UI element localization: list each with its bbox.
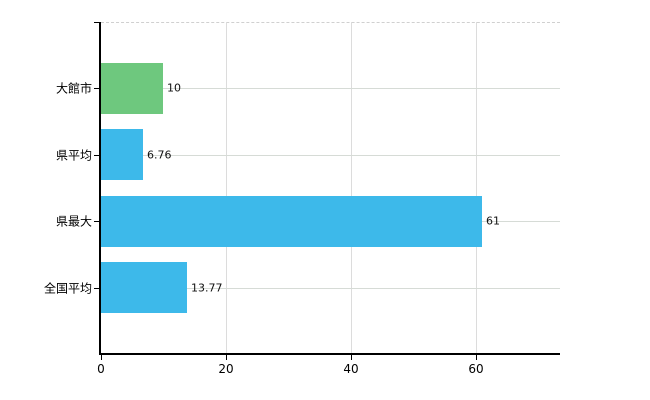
gridline-horizontal [101,88,560,89]
x-tick-label: 60 [468,362,484,376]
x-tick-label: 0 [97,362,105,376]
category-label: 県最大 [55,214,92,229]
bar-value-label: 13.77 [191,281,223,295]
bar-value-label: 6.76 [147,148,172,162]
bar [101,129,143,180]
category-tick [94,155,100,156]
x-tick-label: 20 [218,362,234,376]
bar [101,196,482,247]
category-label: 大館市 [55,81,92,96]
x-tick-mark [101,355,102,360]
x-tick-mark [476,355,477,360]
gridline-vertical [476,22,477,354]
x-tick-label: 40 [343,362,359,376]
y-axis-line [99,22,101,355]
category-tick [94,221,100,222]
bar-value-label: 61 [486,214,500,228]
category-label: 全国平均 [43,281,92,296]
plot-top-border [101,22,560,23]
gridline-horizontal [101,155,560,156]
y-axis-top-tick [94,22,100,23]
bar-value-label: 10 [167,81,181,95]
category-tick [94,288,100,289]
x-tick-mark [351,355,352,360]
x-axis-line [99,353,560,355]
bar [101,262,187,313]
x-tick-mark [226,355,227,360]
category-label: 県平均 [55,148,92,163]
category-tick [94,88,100,89]
gridline-vertical [351,22,352,354]
bar [101,63,163,114]
gridline-vertical [226,22,227,354]
plot-area: 10 6.76 61 13.77 [101,22,560,354]
gridline-horizontal [101,288,560,289]
